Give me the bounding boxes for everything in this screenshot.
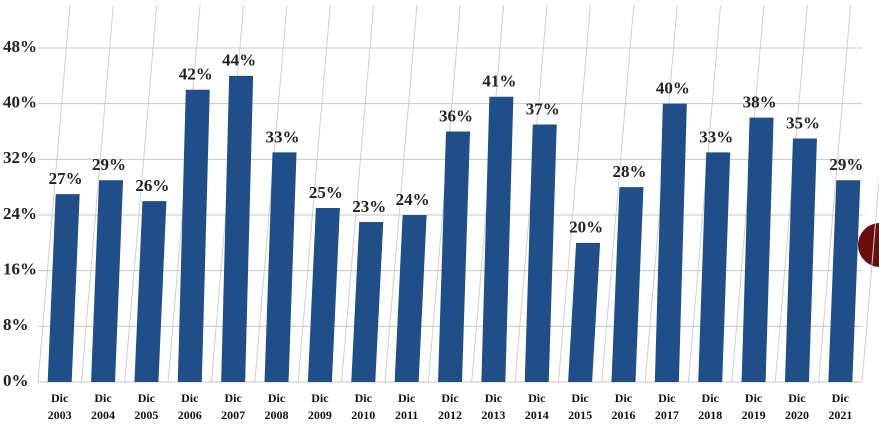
- value-label: 28%: [612, 162, 646, 181]
- value-label: 27%: [49, 169, 83, 188]
- x-tick-label: Dic 2007: [221, 391, 246, 422]
- perspective-line: [557, 4, 591, 383]
- value-label: 41%: [482, 72, 516, 91]
- bar: [524, 124, 557, 383]
- bar: [177, 89, 210, 382]
- y-tick-label: 40%: [3, 93, 37, 112]
- y-tick-label: 16%: [3, 260, 37, 279]
- perspective-line: [254, 4, 288, 383]
- bar: [438, 131, 470, 382]
- value-label: 42%: [179, 65, 213, 84]
- x-tick-label: Dic 2008: [264, 391, 289, 422]
- perspective-line: [601, 4, 635, 383]
- x-tick-label: Dic 2004: [91, 391, 116, 422]
- bar: [91, 180, 124, 382]
- value-label: 35%: [786, 113, 820, 132]
- perspective-line: [384, 4, 418, 383]
- x-tick-label: Dic 2003: [47, 391, 72, 422]
- perspective-line: [37, 4, 71, 383]
- perspective-line: [341, 4, 375, 383]
- x-tick-label: Dic 2019: [741, 391, 766, 422]
- bar: [394, 215, 427, 382]
- value-label: 20%: [569, 218, 603, 237]
- value-label: 40%: [656, 79, 690, 98]
- x-tick-label: Dic 2013: [481, 391, 506, 422]
- value-label: 29%: [92, 155, 126, 174]
- perspective-line: [861, 175, 879, 383]
- x-tick-label: Dic 2021: [828, 391, 853, 422]
- y-tick-label: 8%: [3, 315, 29, 334]
- value-label: 37%: [526, 99, 560, 118]
- bar: [221, 75, 254, 382]
- bar: [134, 201, 167, 382]
- x-tick-label: Dic 2016: [611, 391, 636, 422]
- value-label: 33%: [266, 127, 300, 146]
- perspective-line: [688, 4, 722, 383]
- x-tick-label: Dic 2010: [351, 391, 376, 422]
- x-tick-label: Dic 2018: [698, 391, 723, 422]
- x-tick-label: Dic 2017: [654, 391, 679, 422]
- y-tick-label: 0%: [3, 371, 29, 390]
- bar: [828, 180, 861, 382]
- y-tick-label: 24%: [3, 204, 37, 223]
- value-label: 24%: [396, 190, 430, 209]
- value-label: 29%: [829, 155, 863, 174]
- x-tick-label: Dic 2005: [134, 391, 159, 422]
- perspective-line: [818, 4, 852, 383]
- bar: [351, 221, 384, 382]
- x-tick-label: Dic 2020: [784, 391, 809, 422]
- value-label: 36%: [439, 106, 473, 125]
- x-tick-label: Dic 2015: [568, 391, 593, 422]
- y-tick-label: 48%: [3, 37, 37, 56]
- bar: [741, 117, 774, 382]
- perspective-line: [124, 4, 158, 383]
- x-tick-label: Dic 2009: [307, 391, 332, 422]
- value-label: 44%: [222, 51, 256, 70]
- bar: [654, 103, 687, 383]
- x-tick-label: Dic 2006: [177, 391, 202, 422]
- x-tick-label: Dic 2011: [394, 391, 419, 422]
- perspective-line: [297, 4, 331, 383]
- bar: [611, 187, 644, 382]
- value-label: 26%: [135, 176, 169, 195]
- bar: [264, 152, 297, 382]
- value-label: 33%: [699, 127, 733, 146]
- bar: [784, 138, 817, 382]
- x-tick-label: Dic 2014: [524, 391, 549, 422]
- value-label: 38%: [743, 92, 777, 111]
- value-label: 25%: [309, 183, 343, 202]
- bar: [481, 96, 514, 382]
- bar: [568, 242, 601, 382]
- bar: [307, 208, 340, 382]
- value-label: 23%: [352, 197, 386, 216]
- bar: [47, 194, 80, 382]
- decoration-circle: [858, 223, 879, 267]
- perspective-line: [80, 4, 114, 383]
- x-tick-label: Dic 2012: [438, 391, 462, 422]
- bar: [698, 152, 731, 382]
- y-tick-label: 32%: [3, 148, 37, 167]
